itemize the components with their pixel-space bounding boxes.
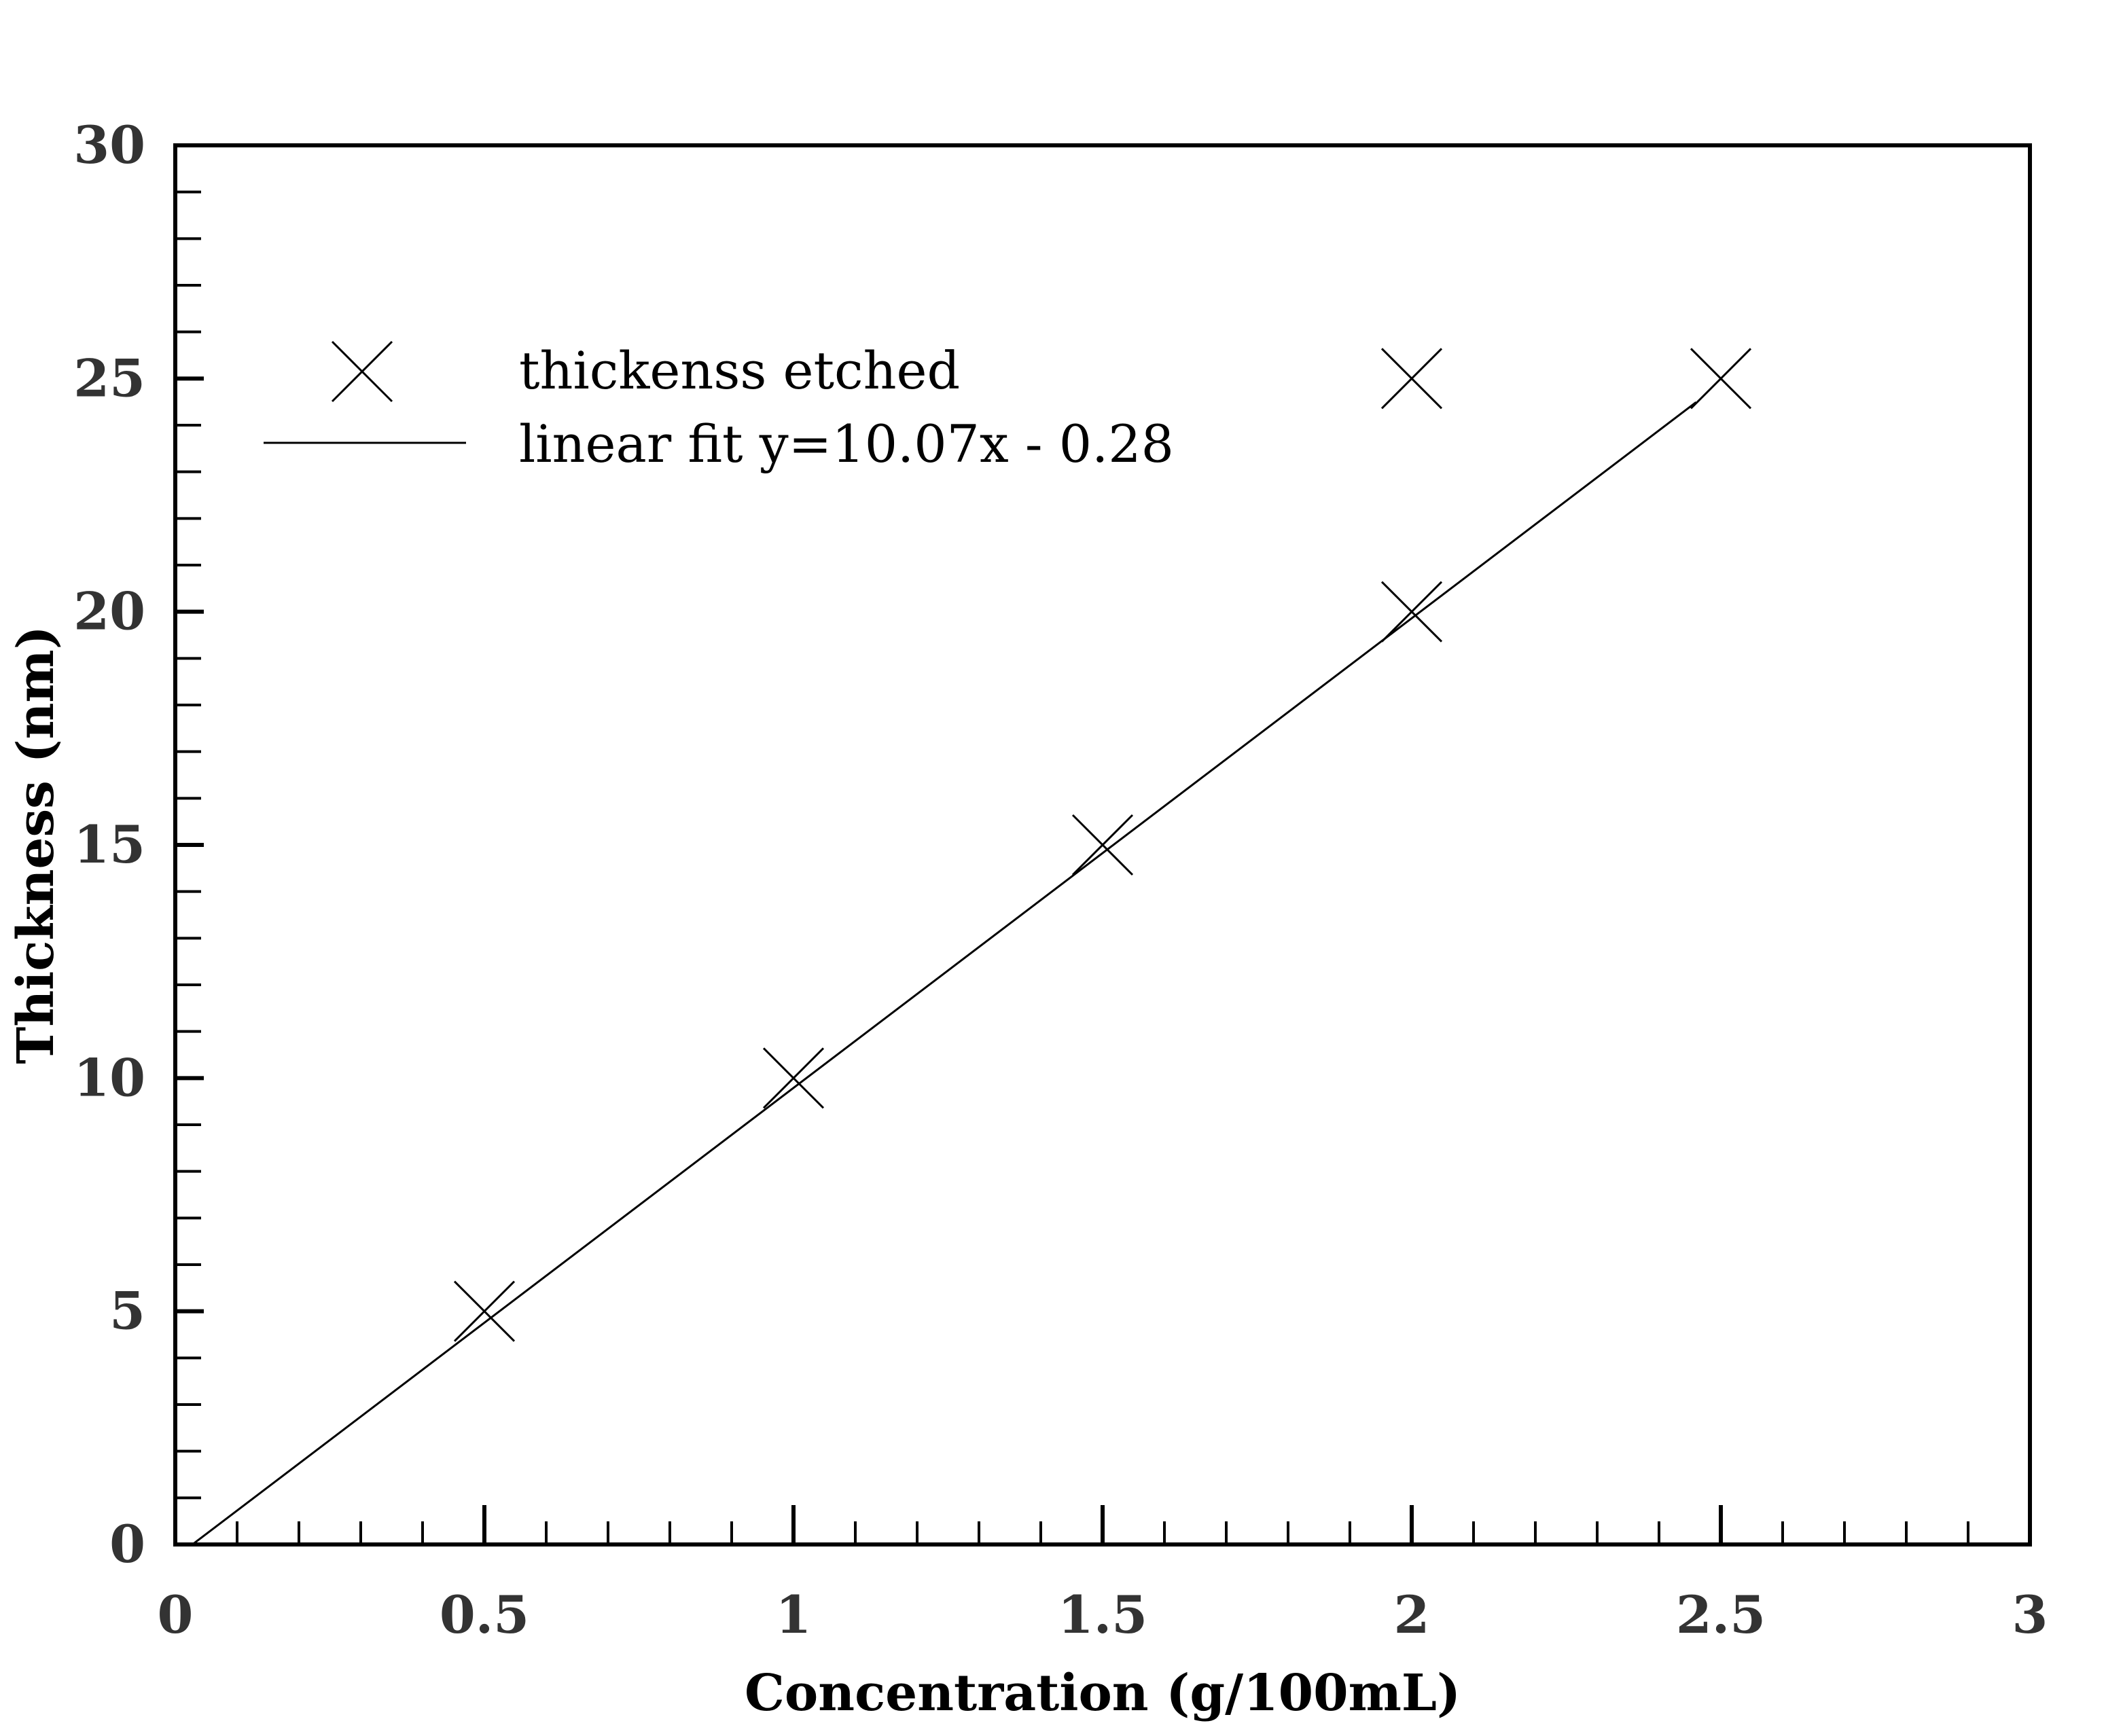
x-tick-label: 1 <box>776 1585 812 1645</box>
x-marker-stroke <box>1690 348 1752 410</box>
y-tick-label: 10 <box>73 1047 145 1108</box>
y-axis-title: Thickness (nm) <box>7 626 65 1064</box>
x-tick-label: 3 <box>2012 1585 2048 1645</box>
x-axis-title: Concentration (g/100mL) <box>745 1664 1461 1722</box>
data-point <box>1071 814 1134 876</box>
x-tick-label: 0 <box>158 1585 194 1645</box>
y-tick-label: 25 <box>73 348 145 408</box>
fit-line <box>192 401 1697 1546</box>
x-tick-label: 2.5 <box>1676 1585 1766 1645</box>
x-tick-label: 2 <box>1394 1585 1430 1645</box>
x-marker-stroke <box>1071 814 1134 876</box>
data-point <box>1380 581 1443 643</box>
axis-ticks <box>173 143 2032 1547</box>
x-marker-stroke <box>1380 581 1443 643</box>
x-marker-stroke <box>453 1280 516 1342</box>
data-point <box>762 1047 825 1109</box>
legend-label-fit: linear fit y=10.07x - 0.28 <box>519 414 1174 474</box>
x-marker-stroke <box>1380 348 1443 410</box>
y-tick-label: 20 <box>73 581 145 642</box>
y-tick-label: 0 <box>109 1514 145 1574</box>
fit-line-layer <box>192 401 1697 1546</box>
data-point <box>453 1280 516 1342</box>
x-marker-stroke <box>762 1047 825 1109</box>
legend-marker-x-icon <box>331 340 393 403</box>
y-tick-label: 5 <box>109 1281 145 1341</box>
legend-x-marker <box>331 340 393 403</box>
y-tick-label: 30 <box>73 115 145 175</box>
x-tick-label: 0.5 <box>440 1585 529 1645</box>
x-tick-label: 1.5 <box>1058 1585 1147 1645</box>
legend: thickenss etched linear fit y=10.07x - 0… <box>264 340 1174 474</box>
data-point <box>1380 348 1443 410</box>
data-point <box>1690 348 1752 410</box>
y-tick-label: 15 <box>73 814 145 875</box>
data-markers <box>453 348 1752 1342</box>
x-marker-stroke <box>331 340 393 403</box>
legend-label-scatter: thickenss etched <box>519 340 960 401</box>
